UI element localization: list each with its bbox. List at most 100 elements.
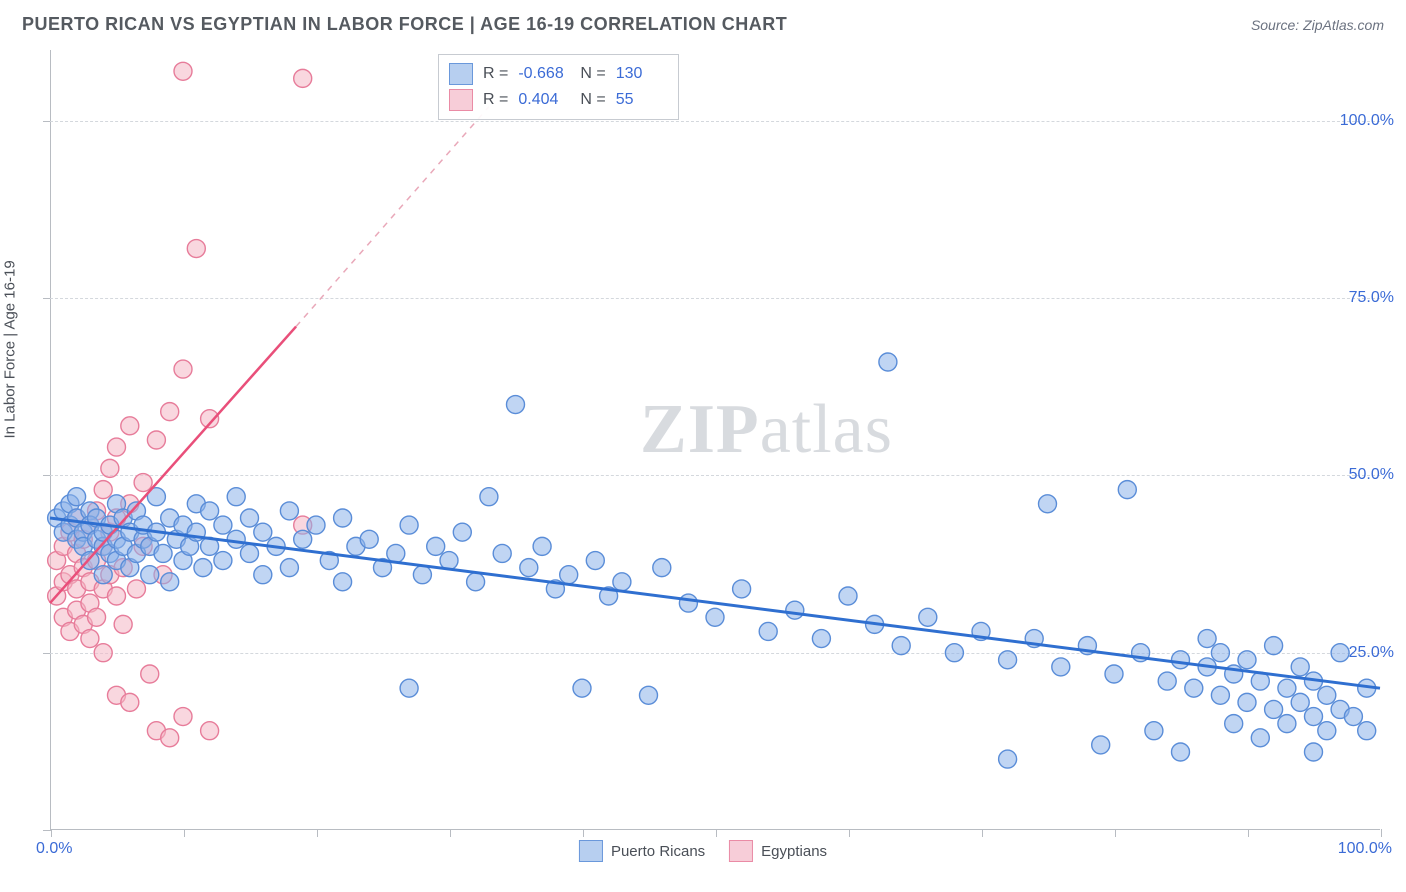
data-point — [1358, 722, 1376, 740]
data-point — [1211, 686, 1229, 704]
legend-label: Puerto Ricans — [611, 843, 705, 860]
stats-row: R =-0.668N =130 — [449, 61, 668, 87]
x-tick — [1115, 829, 1116, 837]
data-point — [214, 552, 232, 570]
stats-r-label: R = — [483, 91, 508, 109]
data-point — [1145, 722, 1163, 740]
data-point — [201, 502, 219, 520]
data-point — [254, 566, 272, 584]
data-point — [280, 502, 298, 520]
watermark-atlas: atlas — [760, 391, 893, 468]
data-point — [640, 686, 658, 704]
data-point — [653, 559, 671, 577]
data-point — [1265, 637, 1283, 655]
x-tick — [583, 829, 584, 837]
data-point — [141, 665, 159, 683]
watermark-zip: ZIP — [640, 391, 760, 468]
data-point — [533, 537, 551, 555]
data-point — [1158, 672, 1176, 690]
data-point — [400, 679, 418, 697]
data-point — [108, 438, 126, 456]
data-point — [174, 360, 192, 378]
data-point — [121, 693, 139, 711]
trend-line-egyptians-dashed — [296, 107, 489, 327]
legend-item: Egyptians — [729, 840, 827, 862]
x-tick — [982, 829, 983, 837]
legend-swatch — [579, 840, 603, 862]
data-point — [1211, 644, 1229, 662]
stats-row: R =0.404N =55 — [449, 87, 668, 113]
data-point — [294, 530, 312, 548]
x-tick — [51, 829, 52, 837]
data-point — [1172, 651, 1190, 669]
stats-n-label: N = — [580, 65, 605, 83]
x-tick — [184, 829, 185, 837]
data-point — [480, 488, 498, 506]
data-point — [999, 651, 1017, 669]
data-point — [201, 722, 219, 740]
legend-item: Puerto Ricans — [579, 840, 705, 862]
data-point — [1291, 658, 1309, 676]
data-point — [812, 630, 830, 648]
data-point — [141, 566, 159, 584]
data-point — [1318, 722, 1336, 740]
data-point — [999, 750, 1017, 768]
data-point — [360, 530, 378, 548]
data-point — [892, 637, 910, 655]
data-point — [94, 566, 112, 584]
data-point — [1251, 729, 1269, 747]
data-point — [334, 509, 352, 527]
legend-label: Egyptians — [761, 843, 827, 860]
data-point — [879, 353, 897, 371]
data-point — [1105, 665, 1123, 683]
stats-r-label: R = — [483, 65, 508, 83]
data-point — [1039, 495, 1057, 513]
data-point — [134, 474, 152, 492]
data-point — [147, 431, 165, 449]
x-tick — [1381, 829, 1382, 837]
data-point — [68, 488, 86, 506]
data-point — [413, 566, 431, 584]
data-point — [108, 587, 126, 605]
source-attribution: Source: ZipAtlas.com — [1251, 17, 1384, 33]
data-point — [839, 587, 857, 605]
data-point — [1344, 708, 1362, 726]
data-point — [1305, 708, 1323, 726]
chart-title: PUERTO RICAN VS EGYPTIAN IN LABOR FORCE … — [22, 14, 787, 35]
data-point — [786, 601, 804, 619]
data-point — [307, 516, 325, 534]
data-point — [493, 544, 511, 562]
data-point — [400, 516, 418, 534]
data-point — [1278, 715, 1296, 733]
data-point — [1092, 736, 1110, 754]
data-point — [101, 459, 119, 477]
data-point — [520, 559, 538, 577]
y-axis-label: In Labor Force | Age 16-19 — [2, 260, 19, 438]
legend-swatch — [729, 840, 753, 862]
x-tick — [450, 829, 451, 837]
data-point — [1318, 686, 1336, 704]
data-point — [94, 644, 112, 662]
data-point — [1305, 743, 1323, 761]
data-point — [81, 630, 99, 648]
data-point — [194, 559, 212, 577]
trend-line-egyptians — [50, 327, 296, 604]
data-point — [174, 62, 192, 80]
data-point — [334, 573, 352, 591]
data-point — [560, 566, 578, 584]
data-point — [187, 240, 205, 258]
data-point — [613, 573, 631, 591]
stats-n-value: 130 — [616, 65, 668, 83]
data-point — [121, 417, 139, 435]
stats-n-label: N = — [580, 91, 605, 109]
data-point — [241, 509, 259, 527]
data-point — [88, 608, 106, 626]
data-point — [453, 523, 471, 541]
data-point — [1172, 743, 1190, 761]
data-point — [174, 708, 192, 726]
data-point — [759, 622, 777, 640]
data-point — [919, 608, 937, 626]
data-point — [1278, 679, 1296, 697]
x-tick — [849, 829, 850, 837]
data-point — [573, 679, 591, 697]
